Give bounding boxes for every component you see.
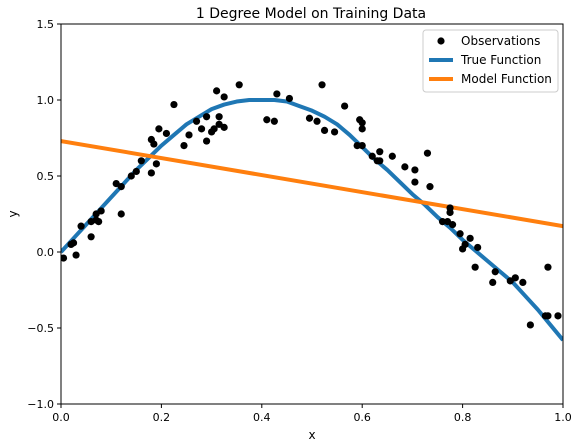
observation-point — [376, 148, 384, 156]
observation-point — [150, 140, 158, 148]
observation-point — [353, 142, 361, 150]
observation-point — [147, 169, 155, 177]
observation-point — [170, 100, 178, 109]
observation-point — [270, 117, 278, 125]
observation-point — [87, 233, 95, 241]
observation-point — [474, 243, 482, 252]
observation-point — [461, 240, 469, 248]
y-tick-label: −0.5 — [27, 322, 54, 335]
legend-label-observations: Observations — [461, 34, 540, 48]
observation-point — [117, 210, 125, 218]
observation-point — [358, 142, 366, 150]
chart-title: 1 Degree Model on Training Data — [196, 6, 426, 22]
observation-point — [162, 129, 171, 138]
observation-point — [69, 239, 78, 247]
observation-point — [511, 274, 519, 282]
observation-point — [489, 278, 497, 286]
legend-marker-observations — [437, 37, 445, 45]
observation-point — [313, 117, 321, 125]
observation-point — [285, 94, 294, 103]
observation-point — [544, 263, 552, 271]
observation-point — [72, 251, 80, 259]
observation-point — [446, 208, 454, 217]
observation-point — [77, 222, 85, 230]
observation-point — [388, 152, 396, 160]
y-axis-label: y — [6, 210, 20, 217]
observation-point — [466, 234, 474, 242]
y-tick-label: −1.0 — [27, 398, 54, 411]
observation-point — [97, 207, 105, 215]
y-tick-label: 0.0 — [37, 246, 55, 259]
observation-point — [215, 113, 223, 121]
plot-area — [61, 81, 563, 342]
observation-point — [95, 218, 103, 226]
observation-point — [185, 131, 193, 139]
observation-point — [526, 321, 534, 329]
observation-point — [368, 152, 376, 160]
observation-point — [471, 263, 479, 271]
legend: Observations True Function Model Function — [422, 29, 559, 93]
x-axis-label: x — [308, 428, 315, 442]
observation-point — [411, 178, 419, 186]
x-tick-label: 0.4 — [253, 411, 271, 424]
observation-point — [358, 125, 366, 133]
legend-box — [422, 29, 559, 93]
observation-point — [180, 142, 188, 150]
x-tick-label: 1.0 — [554, 411, 572, 424]
observation-point — [210, 125, 218, 133]
observation-point — [456, 230, 464, 238]
observation-point — [411, 166, 419, 174]
y-tick-label: 0.5 — [37, 170, 55, 183]
plot-frame — [60, 23, 564, 405]
observation-point — [61, 254, 68, 262]
observation-point — [305, 114, 314, 122]
true-function-line — [61, 98, 563, 342]
y-tick-label: 1.0 — [37, 94, 55, 107]
observation-point — [318, 81, 326, 89]
observation-point — [376, 157, 384, 165]
observation-point — [426, 183, 434, 191]
observation-point — [235, 81, 243, 89]
observation-point — [263, 116, 271, 124]
x-tick-label: 0.2 — [153, 411, 171, 424]
observation-point — [320, 126, 329, 134]
observation-point — [448, 221, 457, 229]
observation-point — [491, 268, 499, 276]
legend-label-model-function: Model Function — [461, 72, 552, 86]
observation-point — [197, 125, 206, 133]
observation-point — [132, 167, 140, 176]
model-function-line — [61, 139, 563, 229]
observation-point — [220, 123, 228, 131]
observation-point — [137, 157, 145, 165]
observation-point — [554, 312, 562, 320]
y-tick-label: 1.5 — [37, 18, 55, 31]
observation-point — [423, 149, 432, 157]
observation-point — [438, 218, 447, 226]
x-tick-label: 0.8 — [454, 411, 472, 424]
observation-point — [544, 312, 552, 320]
observation-point — [401, 163, 409, 171]
observation-point — [358, 119, 366, 127]
observation-point — [519, 278, 527, 286]
y-axis: −1.0 −0.5 0.0 0.5 1.0 1.5 — [27, 18, 61, 411]
observation-point — [273, 90, 281, 98]
x-tick-label: 0.6 — [353, 411, 371, 424]
observation-point — [155, 125, 163, 133]
observation-point — [341, 102, 349, 110]
observation-point — [213, 87, 221, 95]
observation-point — [192, 117, 201, 125]
x-axis: 0.0 0.2 0.4 0.6 0.8 1.0 — [52, 404, 572, 424]
observation-point — [117, 183, 125, 191]
legend-label-true-function: True Function — [460, 53, 541, 67]
observation-point — [220, 93, 228, 101]
observation-point — [202, 137, 211, 145]
observation-point — [152, 160, 160, 168]
x-tick-label: 0.0 — [52, 411, 70, 424]
observation-point — [127, 172, 135, 180]
observation-point — [202, 113, 211, 121]
observation-point — [330, 128, 339, 136]
